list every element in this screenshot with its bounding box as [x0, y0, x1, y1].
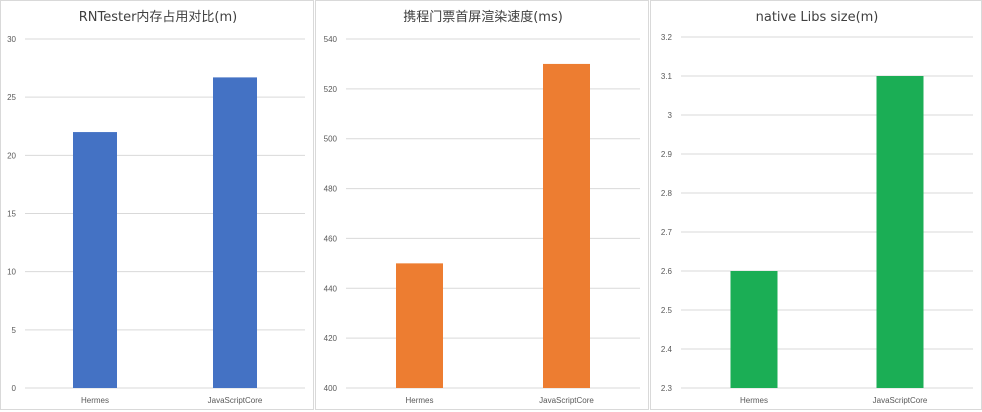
y-tick-label: 2.8: [661, 189, 673, 198]
chart-panel-3: native Libs size(m) 2.3 2.4 2.5 2.6 2.7 2.8 2.9…: [650, 0, 982, 410]
chart-title: native Libs size(m): [756, 10, 879, 25]
y-tick-label: 500: [324, 135, 338, 144]
x-category-label: Hermes: [81, 396, 109, 405]
x-category-label: JavaScriptCore: [208, 396, 263, 405]
x-category-label: JavaScriptCore: [873, 396, 928, 405]
y-tick-label: 0: [12, 384, 17, 393]
y-tick-label: 2.7: [661, 228, 673, 237]
y-tick-label: 2.5: [661, 306, 673, 315]
y-tick-label: 2.3: [661, 384, 673, 393]
y-tick-label: 2.6: [661, 267, 673, 276]
y-tick-label: 520: [324, 85, 338, 94]
bar-javascriptcore: [543, 63, 590, 389]
y-tick-label: 480: [324, 185, 338, 194]
y-tick-label: 20: [7, 151, 16, 160]
chart-rntester-memory: RNTester内存占用对比(m) 0 5 10 15 20 25 30 Hermes JavaS…: [7, 9, 305, 405]
y-tick-label: 400: [324, 384, 338, 393]
y-tick-label: 2.4: [661, 345, 673, 354]
bar-hermes: [396, 263, 443, 388]
y-tick-label: 3: [668, 111, 673, 120]
y-tick-label: 540: [324, 35, 338, 44]
bar-javascriptcore: [876, 76, 924, 388]
x-category-label: JavaScriptCore: [539, 396, 594, 405]
y-tick-label: 2.9: [661, 150, 673, 159]
bar-hermes: [73, 132, 117, 388]
x-category-label: Hermes: [740, 396, 768, 405]
y-tick-label: 25: [7, 93, 16, 102]
chart-title: 携程门票首屏渲染速度(ms): [403, 9, 563, 25]
y-tick-label: 10: [7, 268, 16, 277]
y-tick-label: 460: [324, 234, 338, 243]
chart-native-libs-size: native Libs size(m) 2.3 2.4 2.5 2.6 2.7 2.8 2.9…: [661, 10, 973, 405]
chart-title: RNTester内存占用对比(m): [79, 9, 238, 25]
y-tick-label: 420: [324, 334, 338, 343]
y-tick-label: 3.1: [661, 72, 673, 81]
y-tick-label: 30: [7, 35, 16, 44]
chart-ctrip-render-speed: 携程门票首屏渲染速度(ms) 400 420 440 460 480 500 520 540 He…: [324, 9, 640, 405]
y-tick-label: 15: [7, 210, 16, 219]
chart-panel-1: RNTester内存占用对比(m) 0 5 10 15 20 25 30 Hermes JavaS…: [0, 0, 314, 410]
bar-javascriptcore: [213, 77, 257, 388]
bar-hermes: [730, 271, 778, 388]
y-tick-label: 5: [12, 326, 17, 335]
x-category-label: Hermes: [405, 396, 433, 405]
y-tick-label: 3.2: [661, 33, 673, 42]
chart-panel-2: 携程门票首屏渲染速度(ms) 400 420 440 460 480 500 520 540 He…: [315, 0, 649, 410]
y-tick-label: 440: [324, 284, 338, 293]
